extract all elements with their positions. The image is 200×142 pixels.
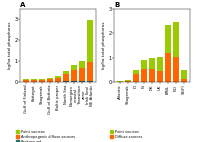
Bar <box>39 79 45 80</box>
Bar <box>63 74 69 81</box>
Bar <box>181 70 187 79</box>
Bar <box>133 74 139 82</box>
Bar <box>149 69 155 82</box>
Bar <box>157 57 163 71</box>
Bar <box>125 80 131 81</box>
Bar <box>181 79 187 82</box>
Bar <box>173 22 179 57</box>
Bar <box>55 78 61 82</box>
Bar <box>79 68 85 81</box>
Text: A: A <box>20 2 25 8</box>
Bar <box>165 53 171 82</box>
Bar <box>47 79 53 82</box>
Bar <box>79 81 85 82</box>
Bar <box>55 76 61 78</box>
Bar <box>117 81 123 82</box>
Legend: Point sources, Diffuse sources: Point sources, Diffuse sources <box>110 130 142 139</box>
Bar <box>63 71 69 74</box>
Bar <box>47 78 53 79</box>
Bar <box>149 58 155 69</box>
Bar <box>39 80 45 82</box>
Bar <box>63 81 69 82</box>
Bar <box>165 25 171 53</box>
Bar <box>87 20 93 62</box>
Y-axis label: kg/ha total phosphorus: kg/ha total phosphorus <box>8 22 12 69</box>
Bar <box>87 81 93 82</box>
Bar <box>79 61 85 68</box>
Bar <box>157 71 163 82</box>
Bar <box>31 80 37 82</box>
Bar <box>31 79 37 80</box>
Y-axis label: kg/ha total phosphorus: kg/ha total phosphorus <box>102 22 106 69</box>
Bar <box>23 79 29 80</box>
Bar <box>71 81 77 82</box>
Bar <box>87 62 93 81</box>
Bar <box>71 70 77 81</box>
Bar <box>125 81 131 82</box>
Bar <box>141 69 147 82</box>
Text: B: B <box>114 2 119 8</box>
Bar <box>173 57 179 82</box>
Bar <box>141 60 147 69</box>
Bar <box>23 80 29 82</box>
Bar <box>71 65 77 70</box>
Bar <box>133 70 139 74</box>
Legend: Point sources, Anthropogenic diffuse sources, Background: Point sources, Anthropogenic diffuse sou… <box>16 130 75 142</box>
